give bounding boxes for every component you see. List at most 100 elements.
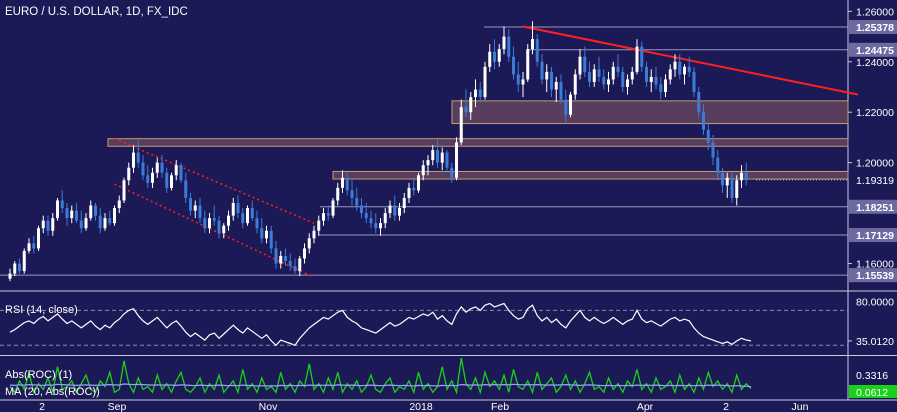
candle-body bbox=[32, 243, 36, 249]
candle-body bbox=[469, 97, 473, 113]
candle-body bbox=[497, 49, 501, 62]
candle-body bbox=[402, 197, 406, 209]
roc-tag-bg bbox=[849, 385, 897, 398]
candle-body bbox=[640, 46, 644, 67]
candle-body bbox=[744, 172, 748, 181]
candle-body bbox=[521, 79, 525, 85]
time-tick-label: Sep bbox=[108, 401, 127, 412]
rsi-pane-bg bbox=[0, 292, 848, 354]
candle-body bbox=[588, 71, 591, 82]
level-tag-bg bbox=[849, 228, 897, 243]
candle-body bbox=[151, 172, 154, 183]
candle-body bbox=[136, 152, 140, 163]
candle-body bbox=[721, 172, 724, 186]
time-tick-label: 2 bbox=[39, 401, 45, 412]
candle-body bbox=[13, 263, 17, 274]
candle-body bbox=[602, 76, 606, 85]
roc-tag-label: 0.0612 bbox=[856, 387, 888, 399]
candle-body bbox=[307, 238, 311, 249]
candle-body bbox=[75, 210, 78, 221]
candle-body bbox=[231, 203, 235, 216]
candle-body bbox=[488, 51, 492, 67]
candle-body bbox=[174, 165, 178, 176]
candle-body bbox=[241, 213, 245, 224]
roc-line bbox=[9, 357, 752, 395]
trend-line-2 bbox=[114, 183, 315, 279]
time-tick-label: Nov bbox=[259, 401, 278, 412]
candle-body bbox=[616, 66, 620, 72]
price-tick-label: 1.26000 bbox=[856, 6, 894, 18]
roc-label: Abs(ROC) (1) bbox=[5, 369, 72, 381]
candle-body bbox=[412, 187, 416, 191]
candle-body bbox=[626, 79, 629, 87]
candle-body bbox=[573, 74, 577, 95]
candle-body bbox=[46, 220, 50, 231]
candle-body bbox=[645, 66, 648, 82]
roc-tag-label: 0.3316 bbox=[856, 370, 888, 382]
candle-body bbox=[535, 39, 539, 62]
candle-body bbox=[421, 165, 425, 176]
candle-body bbox=[483, 66, 487, 98]
candle-body bbox=[687, 66, 691, 72]
candle-body bbox=[711, 142, 715, 158]
candle-body bbox=[426, 160, 430, 166]
candle-body bbox=[303, 248, 306, 259]
price-tick-label: 1.16000 bbox=[856, 259, 894, 271]
rsi-current-label: 35.0120 bbox=[856, 336, 894, 348]
candle-body bbox=[407, 187, 411, 198]
roc-pane: 0.3316 0.0612 bbox=[9, 357, 897, 399]
level-tag-label: 1.17129 bbox=[856, 230, 894, 242]
candle-body bbox=[312, 230, 316, 239]
candle-body bbox=[279, 255, 283, 264]
candle-body bbox=[559, 81, 563, 100]
candle-body bbox=[350, 190, 354, 198]
candle-body bbox=[193, 205, 197, 211]
candle-body bbox=[383, 213, 387, 224]
candle-body bbox=[355, 197, 359, 206]
candle-body bbox=[564, 99, 568, 115]
candle-body bbox=[649, 76, 653, 82]
candle-body bbox=[113, 208, 116, 224]
candle-body bbox=[678, 61, 682, 75]
candle-body bbox=[37, 228, 40, 249]
candle-body bbox=[345, 177, 349, 191]
candle-body bbox=[450, 167, 454, 178]
candle-body bbox=[578, 56, 582, 75]
level-tag-label: 1.24475 bbox=[856, 45, 894, 57]
candle-body bbox=[298, 258, 302, 272]
candle-body bbox=[716, 157, 720, 173]
zone-2 bbox=[332, 170, 849, 180]
candle-body bbox=[554, 81, 558, 90]
candle-body bbox=[526, 49, 530, 80]
candle-body bbox=[18, 263, 21, 272]
candle-body bbox=[274, 248, 278, 264]
candle-body bbox=[668, 69, 672, 80]
candle-body bbox=[374, 223, 378, 229]
candle-body bbox=[493, 51, 496, 62]
candle-body bbox=[592, 69, 596, 82]
candle-body bbox=[22, 250, 26, 272]
candle-body bbox=[51, 218, 55, 231]
candle-body bbox=[702, 112, 705, 130]
candle-body bbox=[440, 152, 444, 163]
candle-body bbox=[331, 200, 335, 216]
candle-body bbox=[122, 180, 126, 201]
price-tick-label: 1.24000 bbox=[856, 57, 894, 69]
roc-tag-bg bbox=[849, 368, 897, 381]
candle-body bbox=[735, 180, 739, 198]
candle-body bbox=[288, 261, 292, 267]
candle-body bbox=[184, 180, 188, 198]
candle-body bbox=[141, 162, 145, 176]
candle-body bbox=[250, 208, 254, 219]
candle-body bbox=[146, 175, 150, 183]
price-tick-label: 1.22000 bbox=[856, 107, 894, 119]
time-tick-label: Apr bbox=[637, 401, 654, 412]
candle-body bbox=[236, 203, 240, 214]
candle-body bbox=[94, 205, 97, 216]
candle-body bbox=[255, 218, 259, 229]
candle-body bbox=[56, 200, 59, 219]
candle-body bbox=[725, 177, 729, 186]
trend-lines bbox=[114, 25, 859, 279]
